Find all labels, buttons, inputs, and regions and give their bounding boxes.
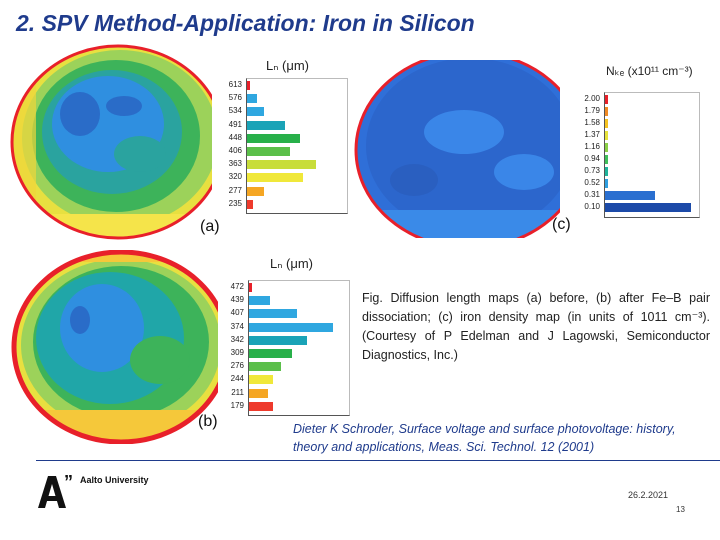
histogram-c-bar <box>605 143 608 152</box>
histogram-b-bar <box>249 349 293 358</box>
histogram-c-bar <box>605 203 691 212</box>
histogram-b: Lₙ (μm) 472 439 407 374 342 309 276 244 211 179 <box>218 256 350 416</box>
histogram-a-frame <box>246 78 348 214</box>
histogram-c-bar <box>605 167 608 176</box>
histogram-c-frame <box>604 92 700 218</box>
histogram-b-bar <box>249 335 307 345</box>
histogram-b-bar <box>249 362 281 372</box>
histogram-a-tick: 277 <box>228 185 242 195</box>
histogram-a-bar <box>247 173 303 183</box>
histogram-c-tick: 1.16 <box>584 142 600 151</box>
histogram-b-bar <box>249 283 252 292</box>
histogram-a-bar <box>247 133 300 143</box>
histogram-a: Lₙ (μm) 613 576 534 491 448 406 363 320 277 235 <box>212 58 348 218</box>
histogram-a-title: Lₙ (μm) <box>266 58 309 73</box>
figure-caption: Fig. Diffusion length maps (a) before, (… <box>362 291 710 362</box>
wafer-map-b <box>11 250 231 444</box>
histogram-a-bar <box>247 160 317 170</box>
histogram-c-tick: 0.94 <box>584 154 600 163</box>
histogram-a-tick: 320 <box>228 172 242 182</box>
histogram-c-bar <box>605 119 608 128</box>
histogram-b-bar <box>249 322 334 332</box>
histogram-a-bar <box>247 147 291 156</box>
histogram-a-tick: 576 <box>228 93 242 103</box>
histogram-a-tick: 448 <box>228 132 242 142</box>
histogram-c-title: Nₖₑ (x10¹¹ cm⁻³) <box>606 64 693 78</box>
brand-name: Aalto University <box>80 475 149 485</box>
histogram-b-tick: 309 <box>230 348 244 357</box>
slide-title: 2. SPV Method-Application: Iron in Silic… <box>16 10 475 36</box>
histogram-a-bar <box>247 186 265 196</box>
histogram-b-bar <box>249 401 273 411</box>
svg-text:”: ” <box>64 474 73 492</box>
footer-divider <box>36 460 720 461</box>
histogram-b-frame <box>248 280 350 416</box>
histogram-c-tick: 1.58 <box>584 118 600 127</box>
histogram-b-title: Lₙ (μm) <box>270 256 313 271</box>
histogram-c-bar <box>605 107 608 116</box>
histogram-b-tick: 211 <box>231 387 244 397</box>
page-number: 13 <box>676 505 685 514</box>
histogram-a-bar <box>247 199 253 209</box>
histogram-c-tick: 0.31 <box>584 190 600 199</box>
histogram-b-bar <box>249 375 273 385</box>
histogram-b-tick: 472 <box>230 282 244 291</box>
panel-label-a: (a) <box>200 218 220 235</box>
histogram-c-tick: 1.79 <box>584 106 600 115</box>
histogram-a-tick: 363 <box>228 159 242 169</box>
histogram-a-bar <box>247 94 257 104</box>
histogram-c-bar <box>605 179 608 188</box>
histogram-b-bar <box>249 309 297 319</box>
histogram-c-bar <box>605 131 608 140</box>
histogram-a-tick: 534 <box>228 106 242 116</box>
wafer-map-a <box>10 44 226 240</box>
histogram-c-bar <box>605 191 655 200</box>
histogram-a-tick: 491 <box>228 119 242 129</box>
histogram-a-tick: 406 <box>228 146 242 155</box>
histogram-b-tick: 179 <box>230 400 244 410</box>
histogram-a-tick: 613 <box>228 80 242 89</box>
panel-label-c: (c) <box>552 216 571 233</box>
histogram-b-tick: 244 <box>230 374 244 384</box>
histogram-b-bar <box>249 388 269 398</box>
panel-label-b: (b) <box>198 413 218 430</box>
histogram-c-tick: 1.37 <box>584 130 600 139</box>
histogram-b-tick: 407 <box>230 308 244 318</box>
aalto-logo-icon: ” <box>38 474 73 508</box>
histogram-c-tick: 0.10 <box>584 202 600 211</box>
histogram-c-tick: 0.73 <box>584 166 600 175</box>
histogram-c-bar <box>605 155 608 164</box>
histogram-a-bar <box>247 81 250 90</box>
histogram-b-tick: 276 <box>230 361 244 371</box>
histogram-a-bar <box>247 120 286 130</box>
histogram-b-tick: 439 <box>230 295 244 305</box>
histogram-c-bar <box>605 95 608 104</box>
histogram-c-tick: 2.00 <box>584 94 600 103</box>
histogram-b-bar <box>249 296 271 306</box>
histogram-a-tick: 235 <box>228 198 242 208</box>
histogram-a-bar <box>247 107 265 117</box>
histogram-b-tick: 342 <box>230 334 244 344</box>
reference-citation: Dieter K Schroder, Surface voltage and s… <box>293 422 676 454</box>
histogram-b-tick: 374 <box>230 321 244 331</box>
histogram-c: Nₖₑ (x10¹¹ cm⁻³) 2.00 1.79 1.58 1.37 1.16 0.9… <box>560 62 700 222</box>
histogram-c-tick: 0.52 <box>584 178 600 187</box>
wafer-map-c <box>354 60 586 238</box>
slide-date: 26.2.2021 <box>628 490 669 500</box>
